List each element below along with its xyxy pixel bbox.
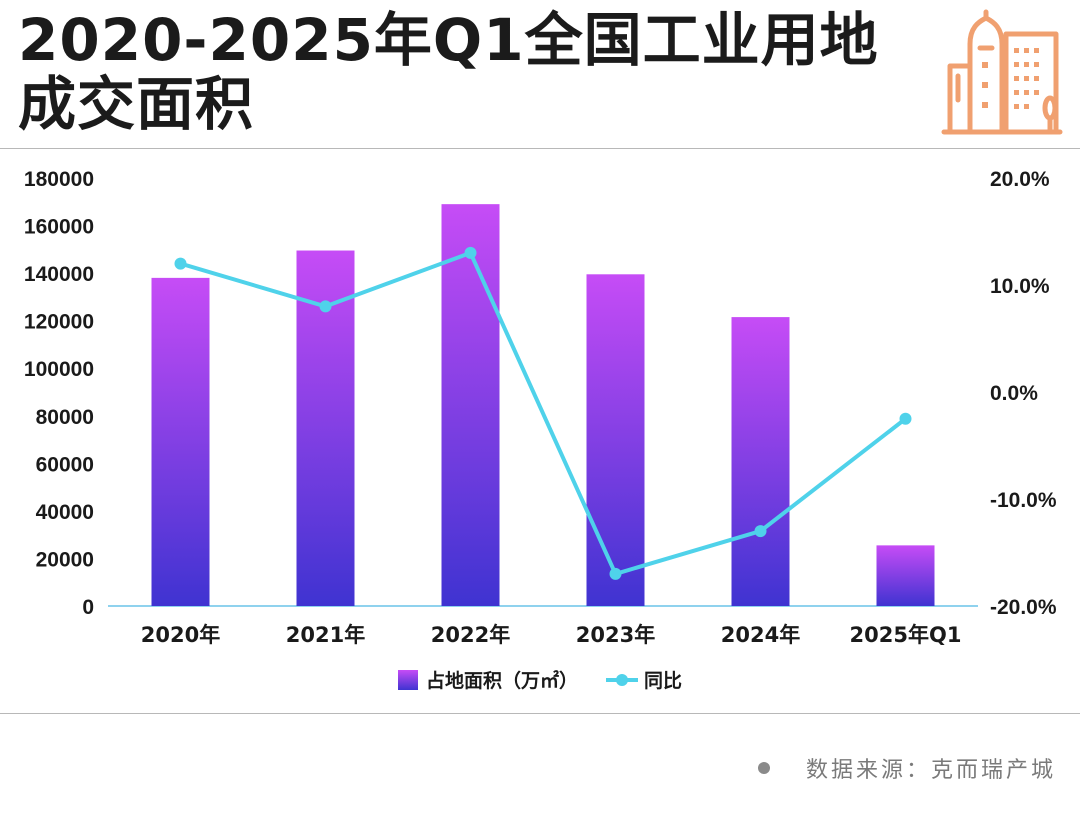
x-tick-label: 2023年 bbox=[576, 623, 655, 647]
legend-line-label: 同比 bbox=[644, 670, 682, 692]
y-left-tick-label: 40000 bbox=[36, 501, 94, 524]
x-tick-label: 2022年 bbox=[431, 623, 510, 647]
bottom-divider bbox=[0, 713, 1080, 714]
y-left-tick-label: 140000 bbox=[24, 263, 94, 286]
line-point bbox=[174, 257, 187, 270]
legend-bar-swatch bbox=[398, 670, 418, 690]
bar bbox=[731, 317, 790, 606]
legend: 占地面积（万㎡） 同比 bbox=[398, 669, 682, 692]
source-text: 数据来源：克而瑞产城 bbox=[805, 758, 1056, 783]
line-series bbox=[174, 246, 912, 580]
legend-line-marker bbox=[616, 674, 628, 686]
title-line-2: 成交面积 bbox=[18, 70, 255, 138]
x-tick-label: 2020年 bbox=[141, 623, 220, 647]
bar bbox=[441, 204, 500, 606]
y-axis-left: 0 20000 40000 60000 80000 100000 120000 140000 1… bbox=[24, 168, 94, 619]
y-right-tick-label: 10.0% bbox=[990, 275, 1050, 298]
legend-bar-label: 占地面积（万㎡） bbox=[426, 669, 578, 692]
bar bbox=[586, 274, 645, 606]
x-tick-label: 2024年 bbox=[721, 623, 800, 647]
y-axis-right: -20.0% -10.0% 0.0% 10.0% 20.0% bbox=[990, 168, 1057, 619]
y-left-tick-label: 20000 bbox=[36, 548, 94, 571]
y-right-tick-label: 20.0% bbox=[990, 168, 1050, 191]
top-divider bbox=[0, 148, 1080, 149]
line-point bbox=[899, 412, 912, 425]
line-point bbox=[319, 300, 332, 313]
bullet-dot-icon bbox=[757, 762, 770, 774]
title-line-1: 2020-2025年Q1全国工业用地 bbox=[18, 6, 879, 74]
y-left-tick-label: 160000 bbox=[24, 216, 94, 239]
source-note: 数据来源：克而瑞产城 bbox=[757, 752, 1056, 784]
bar bbox=[876, 545, 935, 606]
y-left-tick-label: 100000 bbox=[24, 358, 94, 381]
bar bbox=[151, 277, 210, 606]
line-point bbox=[754, 525, 767, 538]
bar-series bbox=[151, 204, 935, 606]
y-left-tick-label: 120000 bbox=[24, 311, 94, 334]
line-series-path bbox=[179, 250, 907, 576]
y-left-tick-label: 60000 bbox=[36, 453, 94, 476]
y-left-tick-label: 80000 bbox=[36, 406, 94, 429]
y-right-tick-label: 0.0% bbox=[990, 382, 1038, 405]
y-right-tick-label: -10.0% bbox=[990, 489, 1057, 512]
y-right-tick-label: -20.0% bbox=[990, 596, 1057, 619]
building-icon bbox=[941, 9, 1063, 135]
x-tick-label: 2025年Q1 bbox=[850, 623, 962, 647]
x-tick-label: 2021年 bbox=[286, 623, 365, 647]
x-axis: 2020年 2021年 2022年 2023年 2024年 2025年Q1 bbox=[141, 623, 962, 647]
line-point bbox=[609, 567, 622, 580]
page-title: 2020-2025年Q1全国工业用地 成交面积 bbox=[18, 8, 898, 136]
line-point bbox=[464, 246, 477, 259]
y-left-tick-label: 0 bbox=[82, 596, 94, 619]
chart: 0 20000 40000 60000 80000 100000 120000 140000 1… bbox=[24, 168, 1057, 692]
y-left-tick-label: 180000 bbox=[24, 168, 94, 191]
